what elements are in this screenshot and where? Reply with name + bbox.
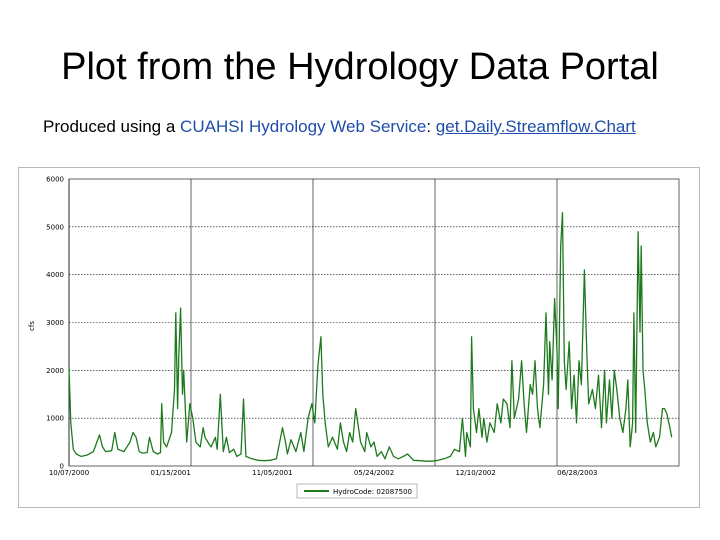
subtitle-service-name: CUAHSI Hydrology Web Service <box>180 117 427 136</box>
legend: HydroCode: 02087500 <box>296 483 418 499</box>
x-tick-label: 01/15/2001 <box>150 469 190 477</box>
x-tick-label: 05/24/2002 <box>354 469 394 477</box>
y-tick-label: 6000 <box>46 176 64 184</box>
chart-frame: 0 1000 2000 3000 4000 5000 6000 10/07/2000 01/1… <box>18 167 700 508</box>
subtitle-colon: : <box>426 117 436 136</box>
slide-title: Plot from the Hydrology Data Portal <box>61 46 659 88</box>
y-tick-label: 5000 <box>46 223 64 231</box>
x-tick-label: 11/05/2001 <box>252 469 292 477</box>
y-axis-label: cfs <box>28 321 36 331</box>
subtitle-link[interactable]: get.Daily.Streamflow.Chart <box>435 117 636 136</box>
y-tick-label: 3000 <box>46 319 64 327</box>
y-tick-label: 2000 <box>46 367 64 375</box>
streamflow-chart: 0 1000 2000 3000 4000 5000 6000 10/07/2000 01/1… <box>28 176 680 499</box>
y-tick-label: 1000 <box>46 415 64 423</box>
x-tick-label: 12/10/2002 <box>455 469 495 477</box>
y-tick-label: 0 <box>60 463 64 471</box>
legend-label: HydroCode: 02087500 <box>333 488 412 496</box>
legend-box <box>296 483 418 499</box>
slide-subtitle: Produced using a CUAHSI Hydrology Web Se… <box>43 117 636 137</box>
y-tick-label: 4000 <box>46 271 64 279</box>
series-line-streamflow <box>68 211 673 462</box>
x-tick-label: 06/28/2003 <box>557 469 597 477</box>
x-tick-label: 10/07/2000 <box>49 469 89 477</box>
subtitle-prefix: Produced using a <box>43 117 181 136</box>
